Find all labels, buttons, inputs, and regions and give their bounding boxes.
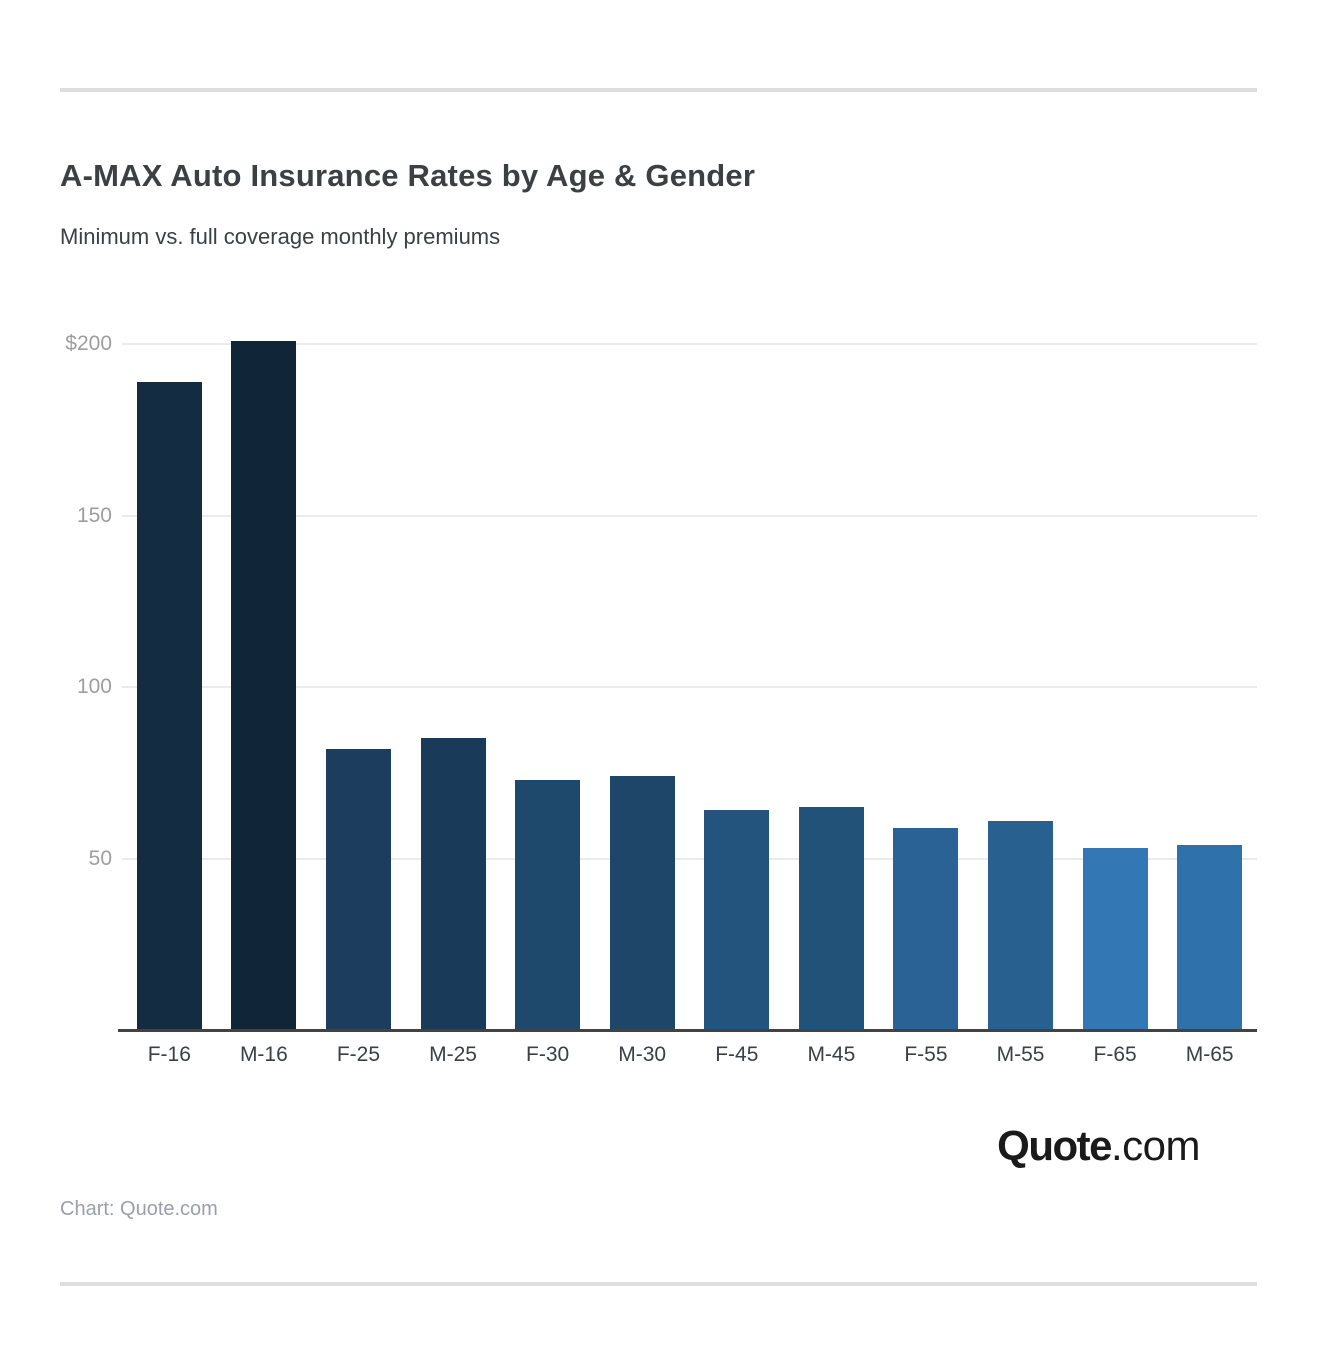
x-tick-label-F-16: F-16 bbox=[147, 1043, 191, 1066]
top-divider bbox=[60, 88, 1257, 92]
gridline-150 bbox=[122, 514, 1257, 517]
bar-F-30 bbox=[515, 779, 581, 1030]
bar-F-16 bbox=[136, 381, 202, 1030]
x-tick-label-F-65: F-65 bbox=[1093, 1043, 1137, 1066]
x-tick-label-M-65: M-65 bbox=[1185, 1043, 1234, 1066]
bar-M-30 bbox=[609, 776, 675, 1030]
bottom-divider bbox=[60, 1282, 1257, 1286]
bar-M-25 bbox=[420, 738, 486, 1030]
x-tick-label-M-16: M-16 bbox=[239, 1043, 288, 1066]
x-axis-labels: F-16 M-16 F-25 M-25 F-30 M-30 F-45 M-45 F-55 M-55… bbox=[122, 1043, 1257, 1073]
y-tick-label-50: 50 bbox=[88, 846, 112, 870]
x-tick-label-F-45: F-45 bbox=[715, 1043, 759, 1066]
x-tick-label-F-55: F-55 bbox=[904, 1043, 948, 1066]
x-tick-label-F-30: F-30 bbox=[526, 1043, 570, 1066]
y-tick-label-100: 100 bbox=[76, 675, 112, 698]
y-tick-label-200: $200 bbox=[65, 332, 112, 355]
x-tick-label-F-25: F-25 bbox=[336, 1043, 381, 1066]
bar-M-45 bbox=[798, 807, 864, 1030]
plot-area bbox=[122, 340, 1257, 1030]
y-axis: $200 150 100 50 bbox=[24, 332, 112, 1030]
x-tick-label-M-25: M-25 bbox=[429, 1043, 477, 1066]
gridline-200 bbox=[122, 343, 1257, 345]
quote-logo-bold: Quote bbox=[997, 1122, 1112, 1169]
gridline-50 bbox=[122, 857, 1257, 860]
bar-F-25 bbox=[325, 748, 391, 1030]
quote-logo: Quote.com bbox=[997, 1122, 1200, 1170]
bar-F-45 bbox=[704, 810, 770, 1030]
x-axis-line bbox=[118, 1029, 1257, 1032]
gridline-100 bbox=[122, 686, 1257, 688]
bar-M-55 bbox=[988, 820, 1054, 1030]
x-tick-label-M-55: M-55 bbox=[996, 1043, 1045, 1066]
chart-credit: Chart: Quote.com bbox=[60, 1198, 218, 1220]
chart-title: A-MAX Auto Insurance Rates by Age & Gend… bbox=[60, 158, 756, 193]
bar-F-65 bbox=[1082, 848, 1148, 1030]
bar-M-16 bbox=[231, 340, 297, 1030]
quote-logo-suffix: .com bbox=[1110, 1122, 1201, 1169]
bar-M-65 bbox=[1177, 844, 1243, 1030]
y-tick-label-150: 150 bbox=[76, 503, 112, 527]
bar-F-55 bbox=[893, 827, 959, 1030]
x-tick-label-M-45: M-45 bbox=[807, 1043, 856, 1066]
x-tick-label-M-30: M-30 bbox=[618, 1043, 667, 1066]
chart-subtitle: Minimum vs. full coverage monthly premiu… bbox=[60, 224, 501, 249]
